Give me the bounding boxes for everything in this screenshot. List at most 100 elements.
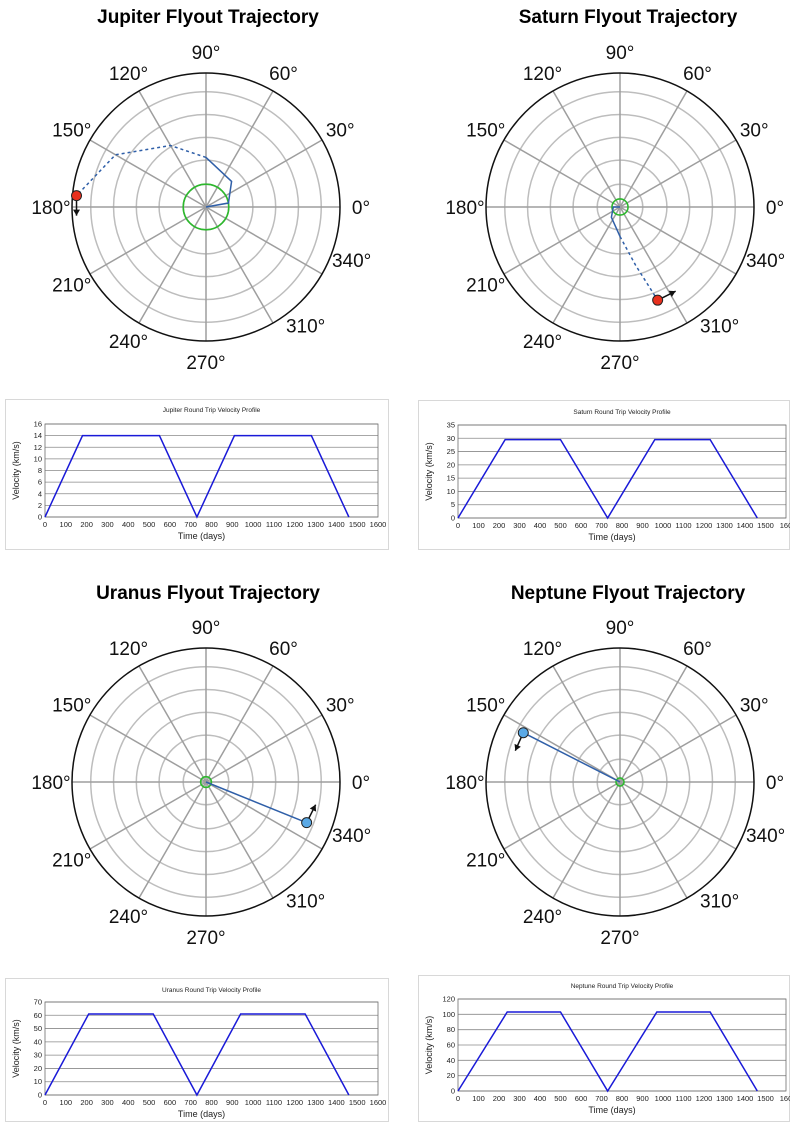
y-axis-label: Velocity (km/s)	[424, 1016, 434, 1075]
angle-label: 180°	[445, 773, 484, 794]
x-tick-label: 700	[184, 1098, 197, 1107]
angle-label: 120°	[523, 639, 562, 660]
x-tick-label: 1500	[349, 1098, 366, 1107]
y-axis-label: Velocity (km/s)	[424, 442, 434, 501]
x-tick-label: 1300	[307, 520, 324, 529]
x-tick-label: 1100	[266, 1098, 282, 1107]
x-tick-label: 100	[60, 1098, 73, 1107]
grid-spoke	[138, 781, 207, 899]
angle-label: 210°	[466, 851, 505, 872]
x-tick-label: 1200	[696, 1094, 713, 1103]
y-tick-label: 20	[447, 460, 455, 469]
x-axis-label: Time (days)	[178, 1109, 225, 1119]
planet-marker	[71, 190, 83, 202]
grid-spoke	[503, 139, 621, 208]
y-axis-label: Velocity (km/s)	[11, 1019, 21, 1078]
angle-label: 120°	[523, 64, 562, 85]
grid-spoke	[552, 206, 621, 324]
outer-circle	[71, 647, 341, 917]
y-tick-label: 10	[34, 454, 42, 463]
angle-label: 60°	[683, 64, 712, 85]
x-tick-label: 900	[636, 521, 649, 530]
trajectory-line	[610, 206, 621, 237]
trajectory-line-dashed	[75, 144, 207, 197]
angle-label: 340°	[746, 826, 785, 847]
x-tick-label: 1300	[716, 521, 733, 530]
grid-spoke	[552, 90, 621, 208]
x-tick-label: 200	[493, 1094, 506, 1103]
velocity-chart-title: Neptune Round Trip Velocity Profile	[571, 983, 674, 990]
x-tick-label: 500	[554, 1094, 567, 1103]
grid-spoke	[552, 781, 621, 899]
y-tick-label: 10	[34, 1077, 42, 1086]
jupiter-title: Jupiter Flyout Trajectory	[97, 7, 319, 28]
y-tick-label: 30	[447, 434, 455, 443]
x-tick-label: 160	[780, 521, 790, 530]
angle-label: 90°	[192, 43, 221, 64]
y-tick-label: 25	[447, 447, 455, 456]
trajectory-line	[522, 732, 621, 783]
x-tick-label: 900	[226, 520, 239, 529]
grid-spoke	[205, 781, 323, 850]
angle-label: 90°	[606, 43, 635, 64]
angle-label: 120°	[109, 639, 148, 660]
y-tick-label: 60	[34, 1011, 42, 1020]
x-tick-label: 1400	[737, 521, 754, 530]
neptune-title: Neptune Flyout Trajectory	[510, 583, 746, 604]
angle-label: 310°	[700, 317, 739, 338]
y-tick-label: 0	[38, 1091, 42, 1100]
velocity-chart-title: Saturn Round Trip Velocity Profile	[573, 409, 671, 416]
x-tick-label: 400	[534, 1094, 547, 1103]
y-tick-label: 35	[447, 421, 455, 430]
orbit-circle	[615, 777, 625, 787]
y-tick-label: 15	[447, 474, 455, 483]
grid-spoke	[619, 665, 688, 783]
angle-label: 210°	[466, 276, 505, 297]
x-tick-label: 1000	[655, 1094, 672, 1103]
grid-spoke	[89, 781, 207, 850]
angle-label: 240°	[523, 332, 562, 353]
angle-label: 240°	[109, 332, 148, 353]
angle-label: 60°	[269, 639, 298, 660]
x-tick-label: 700	[595, 1094, 608, 1103]
y-tick-label: 8	[38, 466, 42, 475]
x-tick-label: 1500	[757, 1094, 774, 1103]
velocity-arrowhead	[514, 743, 521, 751]
angle-label: 340°	[332, 826, 371, 847]
angle-label: 270°	[186, 353, 225, 374]
x-tick-label: 800	[205, 1098, 218, 1107]
y-tick-label: 60	[447, 1041, 455, 1050]
x-tick-label: 1400	[328, 1098, 345, 1107]
grid-spoke	[503, 206, 621, 275]
saturn-title: Saturn Flyout Trajectory	[518, 7, 738, 28]
angle-label: 340°	[746, 251, 785, 272]
grid-spoke	[89, 714, 207, 783]
angle-label: 150°	[466, 121, 505, 142]
y-tick-label: 20	[447, 1071, 455, 1080]
velocity-arrowhead	[309, 804, 317, 812]
y-tick-label: 70	[34, 998, 42, 1007]
angle-label: 30°	[740, 121, 769, 142]
velocity-chart-title: Uranus Round Trip Velocity Profile	[162, 987, 261, 994]
velocity-chart-title: Jupiter Round Trip Velocity Profile	[163, 407, 261, 414]
x-tick-label: 800	[205, 520, 218, 529]
grid-spoke	[619, 781, 737, 850]
angle-label: 120°	[109, 64, 148, 85]
velocity-arrowhead	[668, 290, 676, 298]
x-tick-label: 1500	[349, 520, 366, 529]
x-tick-label: 500	[143, 520, 156, 529]
x-tick-label: 700	[595, 521, 608, 530]
x-tick-label: 1200	[286, 1098, 303, 1107]
y-tick-label: 12	[34, 443, 42, 452]
planet-marker	[517, 727, 529, 739]
x-tick-label: 1000	[245, 1098, 262, 1107]
x-tick-label: 500	[143, 1098, 156, 1107]
x-tick-label: 160	[780, 1094, 790, 1103]
grid-spoke	[205, 781, 274, 899]
x-tick-label: 1200	[286, 520, 303, 529]
angle-label: 210°	[52, 276, 91, 297]
